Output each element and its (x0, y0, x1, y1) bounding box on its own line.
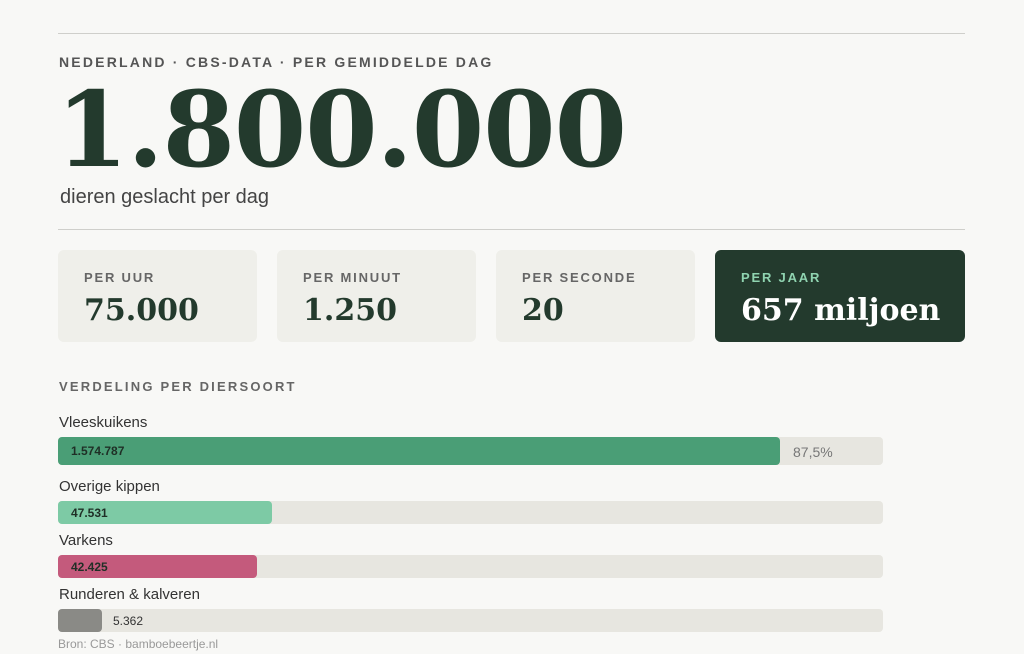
bar-fill-vleeskuikens (58, 437, 780, 465)
bar-fill-runderen (58, 609, 102, 632)
bar-value: 42.425 (71, 560, 108, 574)
bar-fill-varkens (58, 555, 257, 578)
hero-caption: dieren geslacht per dag (60, 186, 270, 208)
bar-track: 1.574.787 87,5% (58, 437, 883, 465)
card-per-year: PER JAAR 657 miljoen (715, 250, 965, 342)
bar-value: 1.574.787 (71, 444, 125, 458)
bar-track: 42.425 (58, 555, 883, 578)
bar-value: 47.531 (71, 506, 108, 520)
stat-cards: PER UUR 75.000 PER MINUUT 1.250 PER SECO… (58, 250, 965, 342)
card-per-second: PER SECONDE 20 (496, 250, 695, 342)
card-label: PER MINUUT (303, 270, 402, 285)
bar-value: 5.362 (113, 614, 144, 628)
card-per-minute: PER MINUUT 1.250 (277, 250, 476, 342)
hero-number: 1.800.000 (56, 68, 627, 191)
row-label-varkens: Varkens (59, 532, 113, 549)
card-label: PER UUR (84, 270, 156, 285)
card-label: PER SECONDE (522, 270, 637, 285)
row-label-runderen: Runderen & kalveren (59, 586, 200, 603)
bar-track: 5.362 (58, 609, 883, 632)
card-value: 1.250 (303, 293, 397, 328)
breakdown-title: VERDELING PER DIERSOORT (59, 379, 297, 394)
bar-track: 47.531 (58, 501, 883, 524)
top-divider (58, 33, 965, 34)
eyebrow-label: NEDERLAND · CBS-DATA · PER GEMIDDELDE DA… (59, 54, 494, 70)
card-value: 75.000 (84, 293, 199, 328)
row-label-overige-kippen: Overige kippen (59, 478, 160, 495)
bar-fill-overige-kippen (58, 501, 272, 524)
card-value: 657 miljoen (741, 293, 941, 328)
middle-divider (58, 229, 965, 230)
card-per-hour: PER UUR 75.000 (58, 250, 257, 342)
card-label: PER JAAR (741, 270, 822, 285)
source-note: Bron: CBS · bamboebeertje.nl (58, 637, 219, 651)
row-label-vleeskuikens: Vleeskuikens (59, 414, 148, 431)
card-value: 20 (522, 293, 564, 328)
bar-percent: 87,5% (793, 444, 833, 460)
